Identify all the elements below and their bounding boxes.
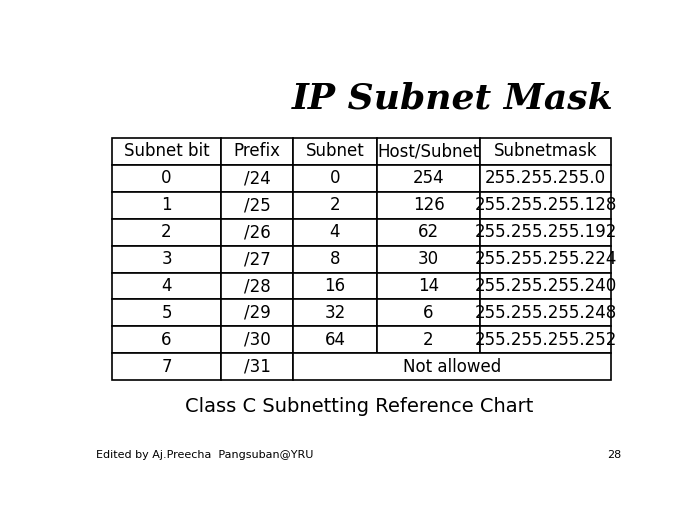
Text: 2: 2 [161, 223, 172, 241]
Text: 0: 0 [161, 169, 172, 187]
Bar [480, 138, 611, 165]
Text: 255.255.255.252: 255.255.255.252 [475, 331, 617, 349]
Bar [377, 246, 480, 272]
Bar [112, 246, 221, 272]
Bar [377, 327, 480, 353]
Text: 2: 2 [424, 331, 434, 349]
Bar [221, 218, 293, 246]
Bar [293, 218, 377, 246]
Text: 255.255.255.0: 255.255.255.0 [485, 169, 606, 187]
Text: /29: /29 [244, 304, 270, 322]
Text: 254: 254 [413, 169, 444, 187]
Bar [221, 246, 293, 272]
Text: /31: /31 [244, 358, 270, 376]
Bar [293, 299, 377, 327]
Bar [221, 299, 293, 327]
Bar [377, 192, 480, 218]
Text: 1: 1 [161, 196, 172, 214]
Text: /27: /27 [244, 250, 270, 268]
Bar [480, 327, 611, 353]
Bar [480, 165, 611, 192]
Bar [293, 272, 377, 299]
Text: Subnetmask: Subnetmask [494, 142, 597, 160]
Text: 30: 30 [418, 250, 439, 268]
Bar [377, 272, 480, 299]
Bar [480, 192, 611, 218]
Text: 6: 6 [424, 304, 434, 322]
Bar [293, 246, 377, 272]
Text: 16: 16 [324, 277, 346, 295]
Text: 62: 62 [418, 223, 439, 241]
Bar [112, 192, 221, 218]
Text: 255.255.255.192: 255.255.255.192 [475, 223, 617, 241]
Text: Subnet bit: Subnet bit [124, 142, 209, 160]
Bar [221, 353, 293, 380]
Bar [221, 138, 293, 165]
Bar [377, 138, 480, 165]
Text: 8: 8 [330, 250, 340, 268]
Text: 7: 7 [161, 358, 172, 376]
Bar [112, 138, 221, 165]
Text: 5: 5 [161, 304, 172, 322]
Bar [293, 353, 611, 380]
Bar [480, 272, 611, 299]
Text: 255.255.255.224: 255.255.255.224 [475, 250, 617, 268]
Bar [112, 353, 221, 380]
Text: /30: /30 [244, 331, 270, 349]
Bar [293, 165, 377, 192]
Bar [377, 165, 480, 192]
Bar [480, 299, 611, 327]
Bar [480, 246, 611, 272]
Text: IP Subnet Mask: IP Subnet Mask [292, 81, 614, 115]
Text: 0: 0 [330, 169, 340, 187]
Text: 4: 4 [161, 277, 172, 295]
Text: 4: 4 [330, 223, 340, 241]
Text: /25: /25 [244, 196, 270, 214]
Text: 2: 2 [330, 196, 340, 214]
Bar [377, 218, 480, 246]
Text: /24: /24 [244, 169, 270, 187]
Text: Not allowed: Not allowed [402, 358, 501, 376]
Bar [377, 299, 480, 327]
Text: Class C Subnetting Reference Chart: Class C Subnetting Reference Chart [185, 396, 533, 415]
Bar [112, 299, 221, 327]
Text: 255.255.255.248: 255.255.255.248 [475, 304, 617, 322]
Bar [112, 218, 221, 246]
Text: Host/Subnet: Host/Subnet [377, 142, 480, 160]
Text: 126: 126 [413, 196, 444, 214]
Text: 255.255.255.128: 255.255.255.128 [475, 196, 617, 214]
Text: 28: 28 [608, 450, 622, 460]
Bar [480, 218, 611, 246]
Text: Edited by Aj.Preecha  Pangsuban@YRU: Edited by Aj.Preecha Pangsuban@YRU [96, 450, 313, 460]
Text: 64: 64 [324, 331, 345, 349]
Text: 6: 6 [161, 331, 172, 349]
Bar [293, 138, 377, 165]
Text: /26: /26 [244, 223, 270, 241]
Bar [221, 192, 293, 218]
Text: /28: /28 [244, 277, 270, 295]
Bar [293, 327, 377, 353]
Text: 14: 14 [418, 277, 439, 295]
Bar [293, 192, 377, 218]
Text: 32: 32 [324, 304, 346, 322]
Text: 3: 3 [161, 250, 172, 268]
Text: 255.255.255.240: 255.255.255.240 [475, 277, 617, 295]
Bar [112, 165, 221, 192]
Bar [221, 165, 293, 192]
Text: Prefix: Prefix [234, 142, 281, 160]
Text: Subnet: Subnet [306, 142, 364, 160]
Bar [221, 327, 293, 353]
Bar [112, 272, 221, 299]
Bar [112, 327, 221, 353]
Bar [221, 272, 293, 299]
